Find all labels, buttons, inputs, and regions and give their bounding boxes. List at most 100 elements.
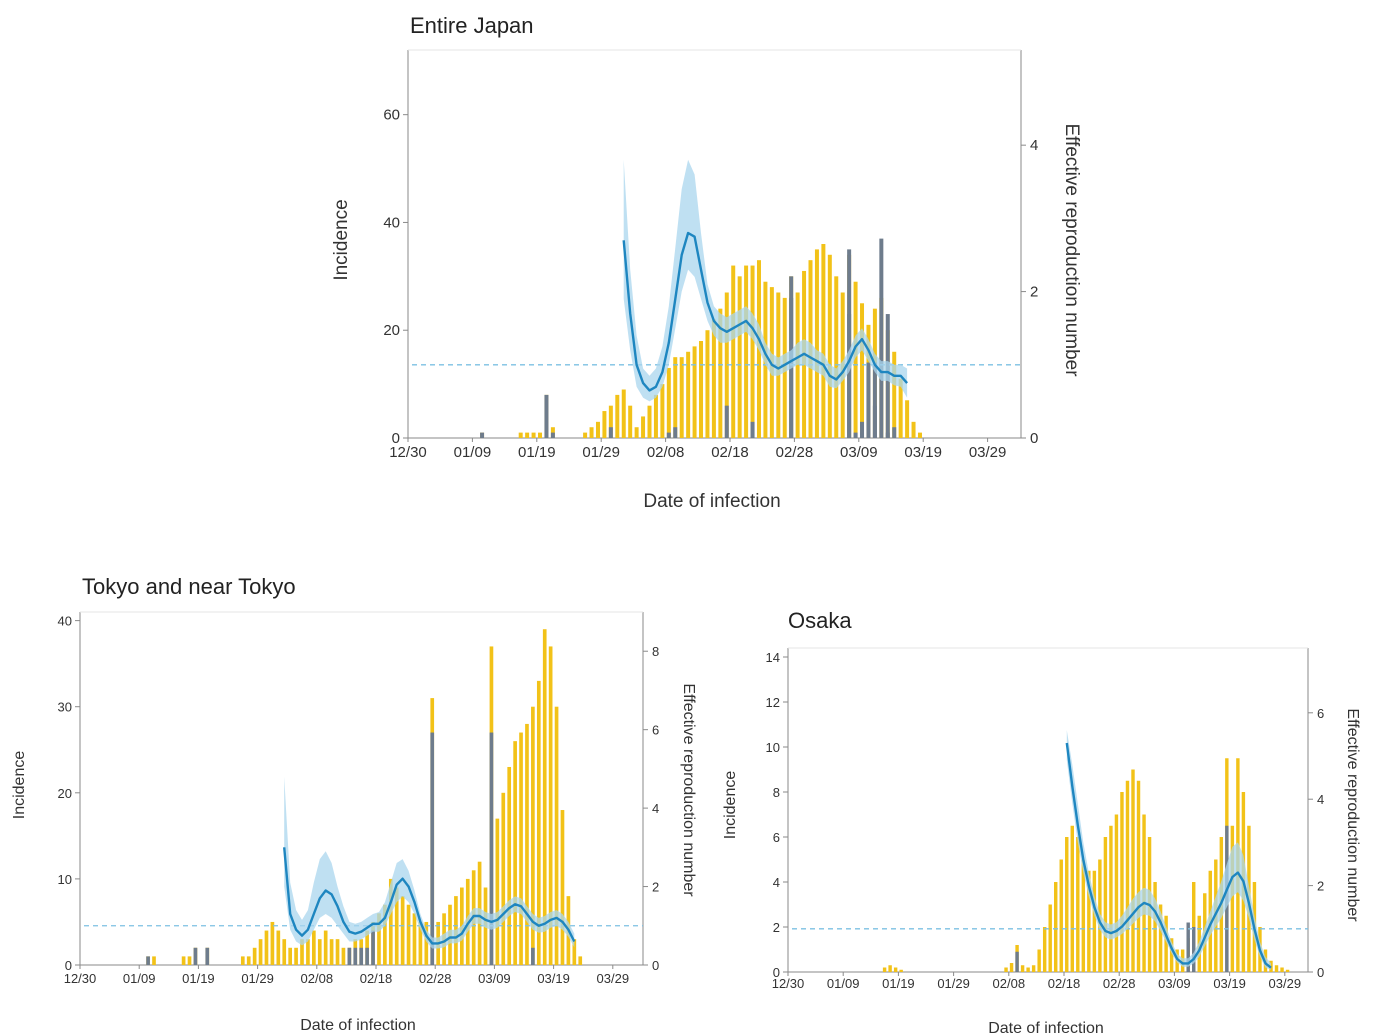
x-tick-label: 02/28 [1103,976,1136,991]
incidence-bar [853,281,858,438]
incidence-bar [608,405,613,438]
y-tick-label: 14 [766,650,780,665]
incidence-bar [418,921,423,965]
incidence-bar [513,741,517,965]
x-tick-label: 12/30 [64,971,97,986]
plot-area: 0 2 4 6 8 10 12 14 0 2 4 6 12/30 01/09 01/19 01/29 02/08… [766,647,1324,991]
cluster-bar [146,956,150,965]
incidence-bar [1169,938,1174,972]
x-tick-label: 03/29 [1269,976,1302,991]
incidence-bar [1054,882,1058,972]
x-tick-label: 02/28 [776,444,814,461]
y2-tick-label: 2 [652,880,659,895]
y-tick-label: 20 [383,322,400,339]
y-tick-label: 0 [65,958,72,973]
incidence-bar [424,921,429,965]
incidence-bar [628,405,633,438]
incidence-bar [270,921,275,965]
y-tick-label: 6 [773,830,780,845]
incidence-bar [1087,870,1091,972]
x-tick-label: 01/09 [123,971,156,986]
incidence-bar [647,405,652,438]
cluster-bar [1015,951,1019,972]
rt-line [283,847,576,945]
incidence-bar [258,939,263,965]
incidence-bar [1153,882,1157,972]
incidence-bar [246,956,251,965]
panel-title: Osaka [788,608,852,633]
rt-confidence-band [623,159,908,402]
incidence-bar [264,930,269,965]
y-tick-label: 2 [773,920,780,935]
incidence-bar [1158,904,1163,972]
x-tick-label: 02/28 [419,971,452,986]
cluster-bar [1186,922,1190,972]
incidence-bar [335,939,340,965]
cluster-bar [847,314,852,438]
cluster-bar [860,421,865,438]
incidence-bar [1009,963,1014,972]
panel-osaka: Osaka Incidence Effective reproduction n… [722,608,1361,1035]
incidence-bar [294,947,298,965]
x-axis-label: Date of infection [643,491,780,512]
y2-tick-label: 4 [1030,137,1038,154]
incidence-bar [641,416,646,438]
y-tick-label: 10 [766,740,780,755]
rt-confidence-band [1066,730,1271,970]
y-tick-label: 20 [58,786,72,801]
incidence-bar [1076,837,1080,972]
y2-axis-label: Effective reproduction number [1344,708,1361,922]
incidence-bar [882,967,887,972]
incidence-bar [589,427,594,438]
incidence-bar [323,930,328,965]
incidence-bar [692,346,697,438]
incidence-bar [1048,904,1052,972]
x-tick-label: 01/19 [518,444,556,461]
incidence-bar [341,947,346,965]
incidence-bar [501,792,506,965]
x-tick-label: 02/08 [301,971,334,986]
x-tick-label: 02/08 [647,444,685,461]
rt-line [622,231,909,392]
cluster-bar [371,930,375,965]
incidence-bar [288,947,292,965]
incidence-bar [1280,967,1284,972]
incidence-bar [699,341,704,438]
incidence-bar [917,432,922,438]
incidence-bar [724,292,729,438]
incidence-bar [572,939,577,965]
x-tick-label: 03/19 [537,971,570,986]
incidence-bar [634,427,639,438]
x-tick-label: 12/30 [389,444,427,461]
incidence-bar [1020,965,1025,972]
incidence-bar [899,969,903,972]
y-tick-label: 60 [383,107,400,124]
incidence-bar [542,629,547,965]
incidence-bar [1081,859,1086,972]
incidence-bar [300,939,304,965]
incidence-bar [737,276,742,438]
panel-title: Entire Japan [410,13,534,38]
y-tick-label: 0 [773,965,780,980]
panel-title: Tokyo and near Tokyo [82,574,296,599]
incidence-bar [187,956,192,965]
cluster-bar [892,427,897,438]
incidence-bar [538,432,543,438]
cluster-bar [853,432,858,438]
incidence-bar [615,394,620,438]
y2-tick-label: 4 [1317,792,1324,807]
incidence-bar [383,904,387,965]
cluster-bar [550,432,555,438]
cluster-bar [365,947,369,965]
x-tick-label: 03/29 [969,444,1007,461]
incidence-bar [892,351,897,438]
incidence-bar [705,330,710,438]
incidence-bar [679,357,684,438]
incidence-bar [905,400,910,438]
incidence-bar [834,276,839,438]
incidence-bar [1059,859,1063,972]
cluster-bar [489,732,494,965]
incidence-bar [240,956,245,965]
incidence-bar [548,646,553,965]
